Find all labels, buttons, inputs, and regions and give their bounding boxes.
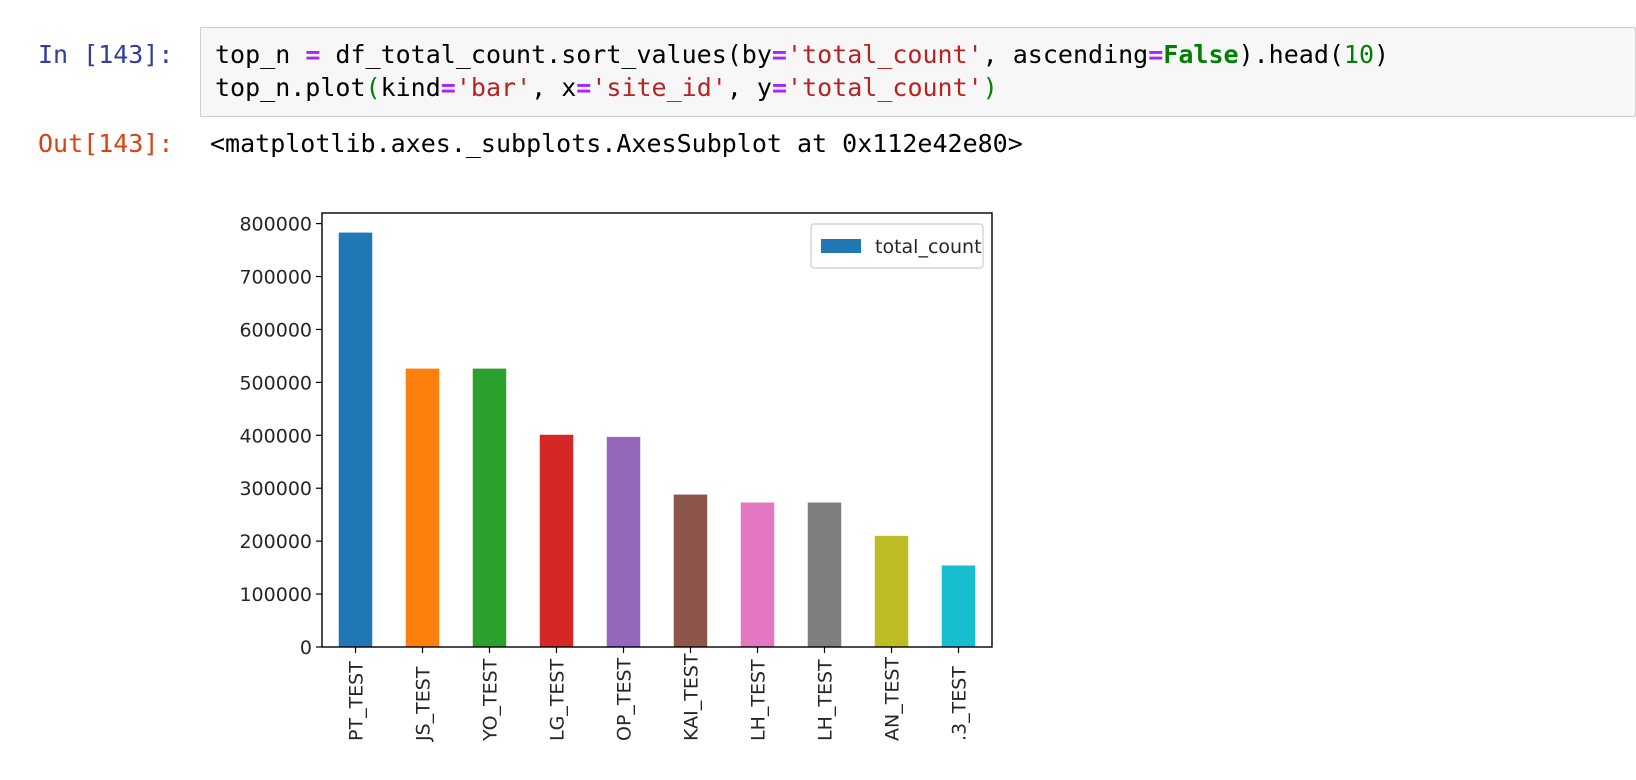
- y-tick-label: 500000: [239, 372, 312, 394]
- legend-swatch: [821, 239, 861, 253]
- code-token: =: [440, 73, 456, 102]
- y-axis: 0 100000 200000 300000 400000 500000 600000 700…: [239, 214, 322, 659]
- bar-3: [472, 368, 507, 647]
- x-tick-label: AN_TEST: [882, 657, 904, 741]
- bar-1: [338, 232, 373, 647]
- legend-label: total_count: [875, 236, 982, 258]
- x-tick-label: KAI_TEST: [681, 653, 703, 741]
- bars-layer: [338, 232, 976, 647]
- x-tick-label: JS_TEST: [413, 666, 435, 742]
- code-token: , ascending: [982, 40, 1149, 69]
- code-token: (: [365, 73, 381, 102]
- bar-2: [405, 368, 440, 647]
- x-tick-label: LH_TEST: [815, 659, 837, 741]
- code-token: False: [1163, 40, 1239, 69]
- code-token: df_total_count.sort_values(by: [320, 40, 772, 69]
- y-tick-label: 100000: [239, 584, 312, 606]
- code-token: =: [771, 73, 788, 102]
- legend-box: [810, 223, 984, 269]
- code-line-1: top_n = df_total_count.sort_values(by='t…: [215, 38, 1389, 72]
- x-tick-label: PT_TEST: [346, 661, 368, 741]
- bar-9: [874, 535, 909, 647]
- x-tick-label: LH_TEST: [748, 659, 770, 741]
- bar-8: [807, 502, 842, 647]
- code-token: =: [771, 40, 787, 69]
- y-tick-label: 700000: [239, 267, 312, 289]
- input-prompt: In [143]:: [38, 40, 174, 69]
- code-token: top_n.plot: [215, 73, 366, 102]
- bar-10: [941, 565, 976, 647]
- x-tick-label: .3_TEST: [949, 666, 971, 741]
- code-token: , y: [726, 73, 772, 102]
- y-tick-label: 200000: [239, 531, 312, 553]
- code-token: =: [1148, 40, 1164, 69]
- code-token: 'total_count': [786, 40, 983, 69]
- code-token: ).head(: [1238, 40, 1344, 69]
- y-tick-label: 800000: [239, 214, 312, 236]
- code-token: =: [576, 73, 592, 102]
- legend: total_count: [810, 223, 984, 269]
- code-token: , x: [531, 73, 577, 102]
- bar-4: [539, 434, 574, 647]
- code-token: =: [305, 40, 321, 69]
- code-token: 'site_id': [591, 73, 727, 102]
- output-prompt: Out[143]:: [38, 129, 174, 158]
- x-axis: PT_TEST JS_TEST YO_TEST LG_TEST OP_TEST KAI_T…: [346, 647, 971, 742]
- code-line-2: top_n.plot(kind='bar', x='site_id', y='t…: [215, 71, 998, 105]
- y-tick-label: 300000: [239, 478, 312, 500]
- bar-7: [740, 502, 775, 647]
- code-token: 'total_count': [787, 73, 983, 102]
- code-token: top_n: [215, 40, 306, 69]
- x-tick-label: LG_TEST: [547, 659, 569, 741]
- x-tick-label: YO_TEST: [480, 658, 502, 742]
- axes-frame: [321, 212, 993, 648]
- code-token: 'bar': [455, 73, 532, 102]
- code-token: ): [982, 73, 998, 102]
- y-tick-label: 0: [300, 637, 312, 659]
- y-tick-label: 400000: [239, 425, 312, 447]
- code-token: ): [1374, 40, 1390, 69]
- code-input-area[interactable]: top_n = df_total_count.sort_values(by='t…: [200, 27, 1636, 117]
- bar-6: [673, 494, 708, 647]
- bar-5: [606, 436, 641, 647]
- code-token: kind: [380, 73, 441, 102]
- y-tick-label: 600000: [239, 319, 312, 341]
- output-repr: <matplotlib.axes._subplots.AxesSubplot a…: [210, 129, 1023, 158]
- x-tick-label: OP_TEST: [614, 657, 636, 741]
- code-token: 10: [1343, 40, 1375, 69]
